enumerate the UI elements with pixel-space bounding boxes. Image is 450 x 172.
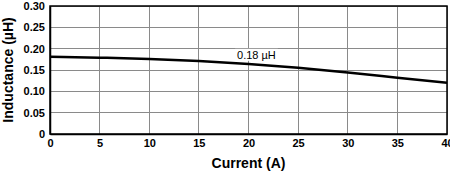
y-axis-title: Inductance (µH) [0,17,16,122]
x-tick-label: 40 [441,137,450,149]
y-tick-label: 0.05 [24,107,45,119]
plot-background [50,6,447,134]
x-tick-label: 0 [47,137,53,149]
chart: 0 5 10 15 20 25 30 35 40 0 0.05 0.10 0.15 0.20 0.25 0.3… [0,0,450,172]
x-tick: 5 [97,134,103,149]
y-tick: 0.05 [24,107,50,119]
x-tick-label: 15 [193,137,205,149]
y-grid-line [50,27,447,28]
y-tick-label: 0.25 [24,21,45,33]
y-tick-label: 0.20 [24,43,45,55]
x-tick-label: 10 [144,137,156,149]
y-tick-label: 0.10 [24,85,45,97]
x-tick: 0 [47,134,53,149]
plot-frame [50,6,447,134]
annotation: 0.18 µH [235,49,278,61]
x-tick-label: 25 [293,137,305,149]
x-tick: 15 [193,134,205,149]
y-tick: 0.30 [24,0,50,12]
x-axis-title: Current (A) [212,155,286,171]
y-tick: 0.20 [24,43,50,55]
y-tick-label: 0.30 [24,0,45,12]
y-tick-label: 0.15 [24,64,45,76]
annotation-text: 0.18 µH [237,49,276,61]
y-tick: 0.10 [24,85,50,97]
x-tick-label: 20 [243,137,255,149]
y-axis: 0 0.05 0.10 0.15 0.20 0.25 0.30 [24,0,51,140]
x-tick-label: 35 [392,137,404,149]
annotation-background [235,49,278,61]
x-tick-label: 30 [342,137,354,149]
y-grid-line [50,91,447,92]
y-tick-label: 0 [39,128,45,140]
y-tick: 0.25 [24,21,50,33]
y-grid-line [50,112,447,113]
y-tick: 0.15 [24,64,50,76]
y-grid-line [50,70,447,71]
grid [50,6,447,134]
x-tick: 40 [441,134,450,149]
x-tick: 30 [342,134,354,149]
x-tick-label: 5 [97,137,103,149]
x-tick: 35 [392,134,404,149]
x-tick: 10 [144,134,156,149]
x-axis: 0 5 10 15 20 25 30 35 40 [47,134,450,149]
plot: 0 5 10 15 20 25 30 35 40 0 0.05 0.10 0.15 0.20 0.25 0.3… [24,0,450,149]
x-tick: 25 [293,134,305,149]
y-tick: 0 [39,128,50,140]
x-tick: 20 [243,134,255,149]
